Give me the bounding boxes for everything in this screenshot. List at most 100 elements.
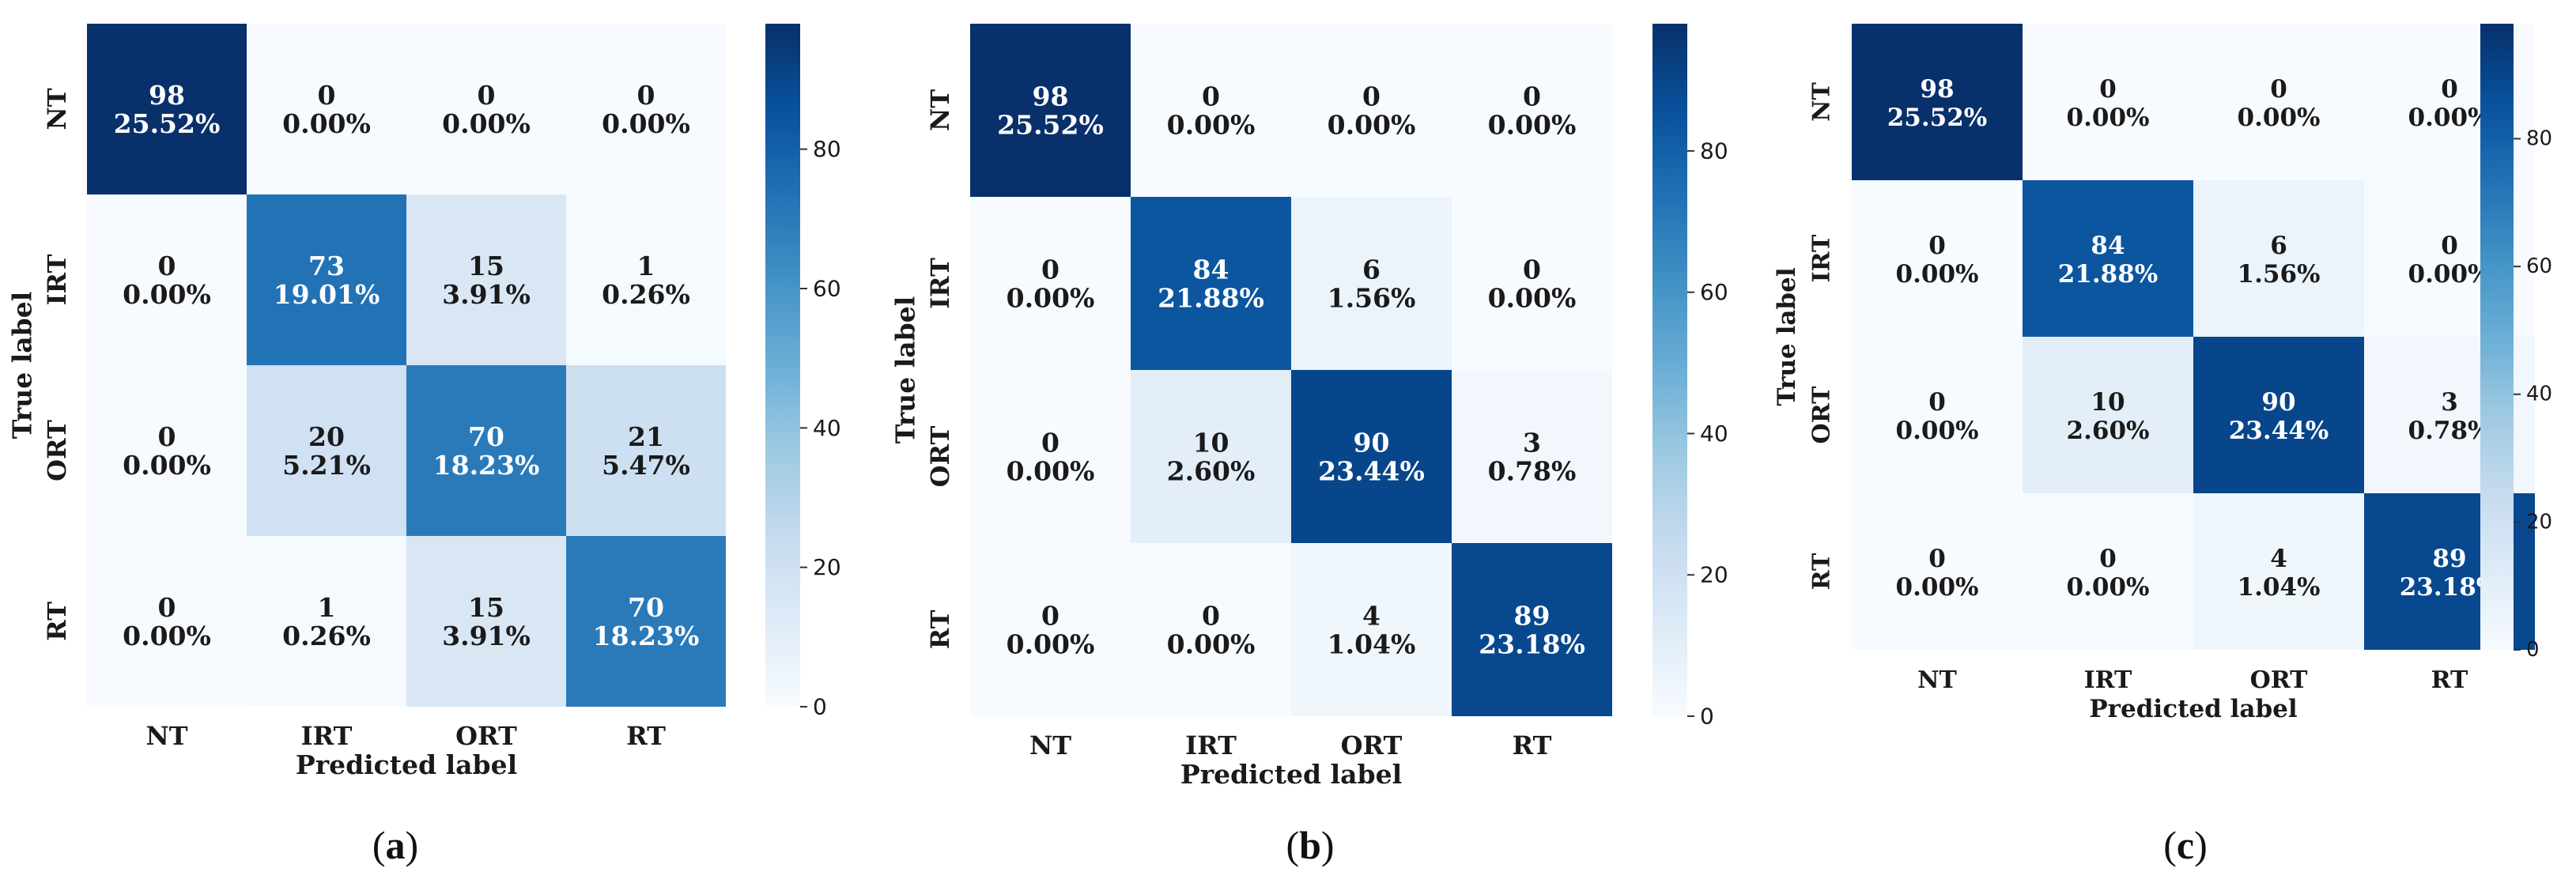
- x-tick-label-irt: IRT: [301, 721, 353, 751]
- heatmap-cell-1-3: [566, 194, 726, 365]
- cell-percent-0-1: 0.00%: [1167, 110, 1256, 141]
- cell-percent-1-3: 0.26%: [602, 279, 690, 310]
- cell-count-1-1: 84: [2091, 232, 2125, 260]
- cell-count-0-0: 98: [1920, 75, 1954, 104]
- heatmap-cell-0-1: [1131, 24, 1291, 197]
- cell-percent-1-1: 21.88%: [1158, 283, 1264, 314]
- heatmap-cell-2-2: [406, 365, 566, 536]
- cell-percent-2-3: 0.78%: [2408, 417, 2491, 445]
- cell-percent-0-2: 0.00%: [442, 108, 531, 139]
- cell-count-0-1: 0: [2099, 75, 2117, 104]
- x-tick-label-nt: NT: [1029, 730, 1071, 760]
- heatmap-cell-3-1: [247, 536, 406, 707]
- heatmap-cell-2-2: [1291, 370, 1452, 543]
- cell-count-1-1: 73: [308, 251, 345, 281]
- cell-count-1-3: 1: [637, 251, 655, 281]
- cell-percent-0-1: 0.00%: [282, 108, 371, 139]
- cell-count-2-0: 0: [1928, 388, 1946, 417]
- cell-count-2-0: 0: [1041, 428, 1059, 458]
- cell-count-0-3: 0: [637, 80, 655, 111]
- heatmap-cell-2-0: [87, 365, 247, 536]
- cell-count-2-0: 0: [158, 421, 176, 452]
- heatmap-cell-1-2: [406, 194, 566, 365]
- cell-count-1-2: 6: [1362, 255, 1381, 285]
- cell-count-2-2: 70: [468, 421, 504, 452]
- cell-count-1-3: 0: [2441, 232, 2458, 260]
- colorbar-tick-label-40: 40: [1700, 421, 1728, 447]
- confusion-matrix-c: 9825.52%00.00%00.00%00.00%00.00%8421.88%…: [1773, 24, 2552, 723]
- heatmap-cell-1-2: [1291, 197, 1452, 370]
- colorbar: [2480, 24, 2514, 650]
- cell-count-0-2: 0: [478, 80, 496, 111]
- cell-percent-1-0: 0.00%: [1896, 260, 1979, 289]
- y-tick-label-nt: NT: [925, 89, 955, 131]
- cell-count-1-0: 0: [1928, 232, 1946, 260]
- colorbar-tick-label-20: 20: [813, 554, 841, 580]
- colorbar-tick-label-60: 60: [1700, 279, 1728, 305]
- heatmap-cell-2-0: [970, 370, 1131, 543]
- cell-count-2-2: 90: [2261, 388, 2295, 417]
- colorbar-tick-label-0: 0: [2526, 638, 2540, 662]
- cell-percent-1-3: 0.00%: [2408, 260, 2491, 289]
- cell-count-3-1: 1: [318, 592, 336, 623]
- cell-percent-0-0: 25.52%: [114, 108, 221, 139]
- cell-percent-3-2: 3.91%: [442, 621, 531, 651]
- cell-count-3-3: 89: [1514, 601, 1551, 632]
- cell-percent-2-3: 0.78%: [1488, 456, 1577, 487]
- heatmap-cell-0-1: [247, 24, 406, 194]
- cell-count-3-2: 4: [1362, 601, 1381, 632]
- cell-count-0-2: 0: [1362, 81, 1381, 112]
- cell-count-0-1: 0: [318, 80, 336, 111]
- cell-count-2-1: 10: [1193, 428, 1229, 458]
- cell-percent-1-2: 1.56%: [2238, 260, 2321, 289]
- cell-percent-3-0: 0.00%: [1007, 629, 1095, 660]
- heatmap-cell-3-3: [1452, 543, 1612, 716]
- heatmap-cell-0-0: [970, 24, 1131, 197]
- y-tick-label-irt: IRT: [42, 254, 72, 305]
- colorbar-tick-label-40: 40: [813, 415, 841, 441]
- cell-percent-3-1: 0.00%: [2067, 573, 2150, 602]
- cell-percent-2-0: 0.00%: [1007, 456, 1095, 487]
- cell-percent-3-3: 23.18%: [1479, 629, 1585, 660]
- cell-count-2-3: 3: [1523, 428, 1541, 458]
- heatmap-cell-0-3: [566, 24, 726, 194]
- cell-percent-0-2: 0.00%: [2238, 104, 2321, 132]
- heatmap-cell-2-1: [247, 365, 406, 536]
- caption-b: (b): [1286, 823, 1335, 867]
- cell-percent-2-1: 2.60%: [1167, 456, 1256, 487]
- cell-count-2-3: 3: [2441, 388, 2458, 417]
- cell-percent-1-1: 21.88%: [2058, 260, 2159, 289]
- x-axis-title: Predicted label: [2089, 695, 2297, 723]
- cell-percent-3-0: 0.00%: [1896, 573, 1979, 602]
- heatmap-cell-2-1: [1131, 370, 1291, 543]
- cell-percent-2-0: 0.00%: [1896, 417, 1979, 445]
- heatmap-cell-2-3: [1452, 370, 1612, 543]
- cell-percent-3-1: 0.00%: [1167, 629, 1256, 660]
- heatmap-cell-1-1: [247, 194, 406, 365]
- y-tick-label-ort: ORT: [925, 425, 955, 487]
- heatmap-cell-2-0: [1852, 337, 2023, 493]
- colorbar-tick-label-20: 20: [2526, 510, 2552, 534]
- cell-percent-2-3: 5.47%: [602, 450, 690, 481]
- cell-count-1-2: 15: [468, 251, 504, 281]
- y-tick-label-nt: NT: [1808, 81, 1836, 121]
- x-tick-label-rt: RT: [2431, 666, 2468, 694]
- cell-percent-2-0: 0.00%: [123, 450, 211, 481]
- cell-percent-0-3: 0.00%: [1488, 110, 1577, 141]
- heatmap-cell-2-3: [566, 365, 726, 536]
- colorbar: [765, 24, 800, 707]
- cell-percent-0-0: 25.52%: [1887, 104, 1988, 132]
- cell-count-3-0: 0: [1928, 545, 1946, 573]
- cell-count-0-2: 0: [2270, 75, 2287, 104]
- colorbar-tick-label-40: 40: [2526, 383, 2552, 406]
- heatmap-cell-1-1: [1131, 197, 1291, 370]
- cell-percent-2-1: 5.21%: [282, 450, 371, 481]
- x-axis-title: Predicted label: [1180, 759, 1402, 790]
- cell-count-0-3: 0: [1523, 81, 1541, 112]
- confusion-matrix-b: 9825.52%00.00%00.00%00.00%00.00%8421.88%…: [890, 24, 1728, 790]
- cell-count-0-1: 0: [1202, 81, 1220, 112]
- cell-percent-1-2: 1.56%: [1328, 283, 1416, 314]
- colorbar: [1652, 24, 1687, 716]
- colorbar-tick-label-0: 0: [813, 694, 827, 720]
- colorbar-tick-label-60: 60: [2526, 255, 2552, 278]
